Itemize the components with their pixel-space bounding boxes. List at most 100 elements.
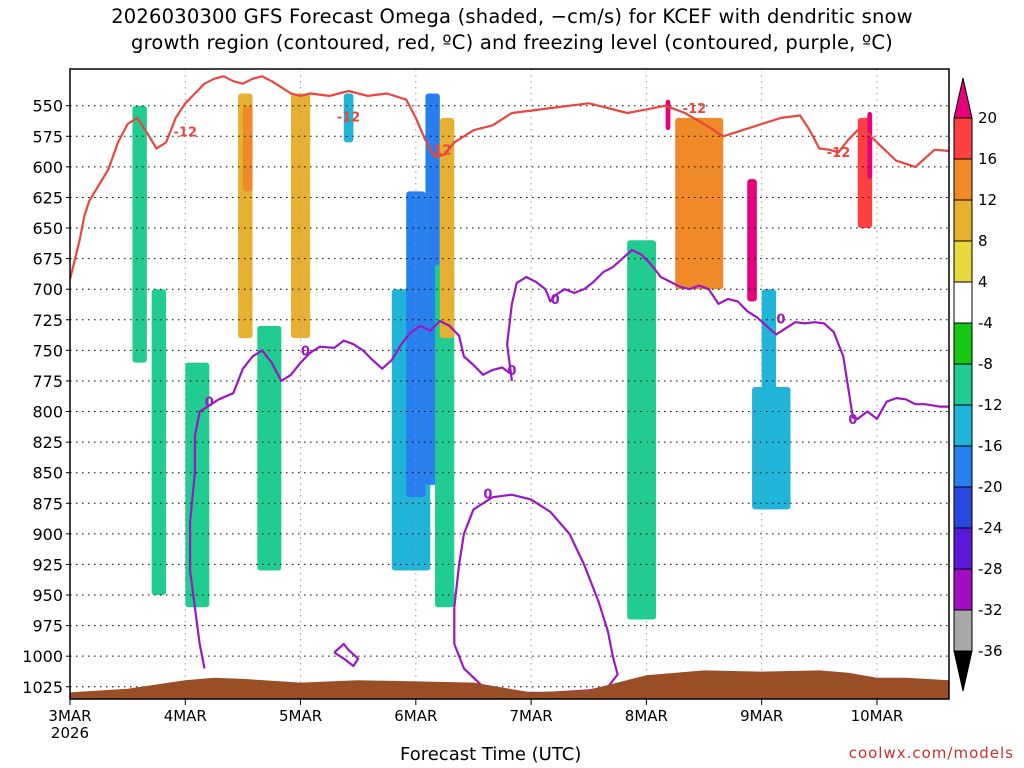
y-tick-label: 850 [32,464,63,483]
omega-band [747,179,757,302]
y-tick-label: 800 [32,403,63,422]
dgz-contour-label: -12 [683,102,707,117]
y-tick-label: 550 [32,97,63,116]
omega-band [132,105,147,363]
colorbar-label: -8 [978,355,993,373]
colorbar-label: 16 [978,150,997,168]
colorbar-label: 12 [978,191,997,209]
colorbar-label: -36 [978,642,1003,660]
colorbar-label: -12 [978,396,1003,414]
x-tick-label: 10MAR [851,707,904,725]
chart-title: 2026030300 GFS Forecast Omega (shaded, −… [0,4,1024,56]
colorbar-label: -20 [978,478,1003,496]
y-tick-label: 625 [32,188,63,207]
x-tick-label: 6MAR [394,707,437,725]
colorbar-label: 20 [978,109,997,127]
colorbar: 20 16 12 8 4 -4 -8 -12 -16 -20 -24 -28 -32 -36 [953,77,1003,692]
x-tick-label: 8MAR [625,707,668,725]
credit-text: coolwx.com/models [848,744,1014,762]
y-tick-label: 975 [32,617,63,636]
colorbar-segment [953,363,973,406]
dgz-contour-line [70,75,949,280]
colorbar-label: -24 [978,519,1003,537]
y-tick-label: 725 [32,311,63,330]
freezing-contour-line [506,248,949,420]
colorbar-segment [953,527,973,570]
plot-area [70,69,949,699]
freezing-contour-label: 0 [205,396,214,411]
colorbar-bottom-arrow [953,650,973,692]
freezing-contour-line [189,319,513,669]
omega-band [665,99,671,131]
omega-band [406,191,426,498]
omega-band [290,93,311,339]
dgz-contour-label: -12 [174,125,198,140]
colorbar-segment [953,117,973,160]
colorbar-segment [953,199,973,242]
omega-band [242,105,253,192]
colorbar-segment [953,404,973,447]
dgz-contour-label: -12 [337,111,361,126]
chart-title-line1: 2026030300 GFS Forecast Omega (shaded, −… [111,5,913,28]
freezing-contour-line [333,642,360,668]
omega-band [752,387,791,510]
plot-frame [69,68,950,700]
omega-band [257,325,282,571]
colorbar-segment [953,568,973,611]
colorbar-segment [953,486,973,529]
dgz-contour-label: -12 [827,146,851,161]
omega-band [867,111,873,180]
colorbar-segment [953,240,973,283]
omega-band [151,289,167,596]
omega-band [439,117,455,339]
colorbar-label: -28 [978,560,1003,578]
chart-title-line2: growth region (contoured, red, ºC) and f… [131,31,893,54]
freezing-contour-label: 0 [483,487,492,502]
colorbar-segment [953,609,973,652]
x-tick-label: 7MAR [510,707,553,725]
omega-band [185,362,210,608]
colorbar-segment [953,322,973,365]
y-tick-label: 600 [32,158,63,177]
omega-band [627,240,656,620]
x-tick-label: 9MAR [740,707,783,725]
freezing-contour-label: 0 [848,413,857,428]
y-tick-label: 700 [32,280,63,299]
y-tick-label: 675 [32,250,63,269]
y-tick-label: 950 [32,586,63,605]
x-axis-title: Forecast Time (UTC) [400,744,582,765]
terrain-layer [70,670,949,699]
freezing-contour-label: 0 [507,364,516,379]
omega-shading [132,93,873,620]
x-tick-label: 5MAR [279,707,322,725]
omega-band [675,117,724,290]
colorbar-label: -16 [978,437,1003,455]
colorbar-top-arrow [953,77,973,119]
y-tick-label: 1025 [22,678,63,697]
y-tick-label: 750 [32,341,63,360]
dgz-contour-label: -12 [428,144,452,159]
colorbar-label: -4 [978,314,993,332]
y-tick-label: 775 [32,372,63,391]
freezing-contour-label: 0 [776,312,785,327]
colorbar-label: -32 [978,601,1003,619]
y-tick-label: 875 [32,494,63,513]
y-tick-label: 650 [32,219,63,238]
colorbar-label: 4 [978,273,988,291]
y-tick-label: 575 [32,127,63,146]
y-axis: 550 575 600 625 650 675 700 725 750 775 800 825 850 8… [22,97,70,697]
terrain-fill [70,670,949,699]
freezing-contour-label: 0 [301,344,310,359]
colorbar-label: 8 [978,232,988,250]
freezing-contour-label: 0 [551,293,560,308]
y-tick-label: 925 [32,555,63,574]
colorbar-segment [953,281,973,324]
x-tick-label: 3MAR [48,707,91,725]
x-tick-sublabel: 2026 [51,724,89,742]
y-tick-label: 1000 [22,647,63,666]
y-tick-label: 825 [32,433,63,452]
colorbar-segment [953,445,973,488]
colorbar-segment [953,158,973,201]
